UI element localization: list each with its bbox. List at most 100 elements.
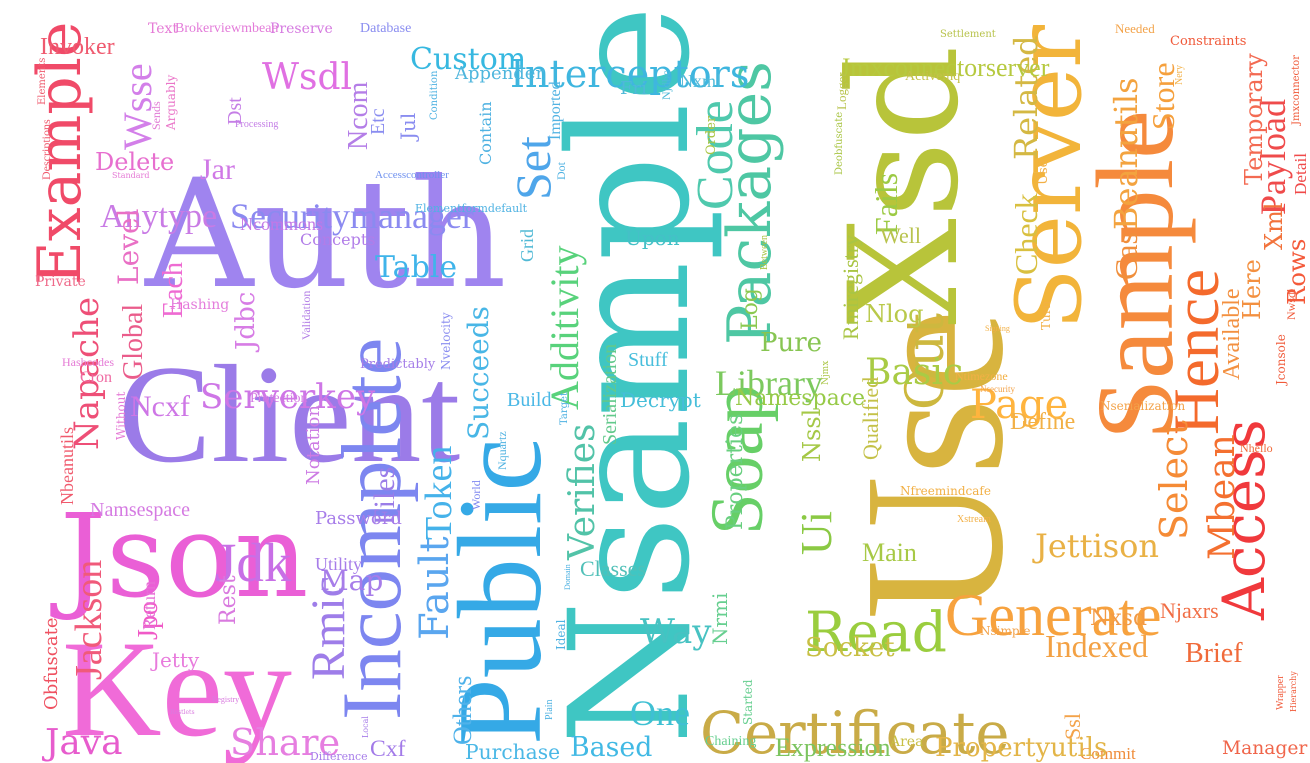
cloud-word: Nwsdl [1284, 288, 1298, 320]
cloud-word: Properties [723, 413, 748, 530]
cloud-word: Contain [476, 101, 495, 165]
cloud-word: Certificate [700, 700, 1010, 763]
cloud-word: Anytype [100, 198, 218, 235]
cloud-word: Others [448, 675, 477, 745]
cloud-word: Local [361, 716, 370, 738]
cloud-word: Token [418, 445, 460, 540]
cloud-word: Nrmi [708, 592, 732, 645]
cloud-word: Xml [1260, 202, 1288, 250]
cloud-word: Nbeanutils [57, 427, 77, 505]
cloud-word: Dot [554, 162, 568, 180]
cloud-word: Basic [865, 352, 964, 393]
cloud-word: Wsdl [262, 57, 353, 98]
cloud-word: Java [45, 722, 123, 763]
cloud-word: Ideal [554, 619, 568, 650]
cloud-word: Jettison [1035, 527, 1160, 565]
cloud-word: Accesscontroller [375, 169, 449, 181]
cloud-word: Global [118, 303, 149, 380]
cloud-word: Jmxconnector [1291, 55, 1302, 125]
cloud-word: Arguably [164, 74, 178, 130]
cloud-word: Jdbc [231, 291, 261, 350]
cloud-word: Preserve [270, 21, 333, 37]
cloud-word: Xstream [957, 514, 991, 525]
cloud-word: Ncxf [130, 390, 190, 423]
cloud-word: Main [862, 538, 917, 567]
cloud-word: Protection [250, 391, 308, 406]
cloud-word: Registry [212, 695, 240, 704]
cloud-word: Use [1036, 159, 1051, 185]
cloud-word: Purchase [465, 740, 561, 763]
cloud-word: Level [112, 208, 145, 285]
cloud-word: Elementformdefault [415, 202, 528, 215]
cloud-word: Condition [429, 70, 440, 120]
cloud-word: Difference [310, 750, 368, 763]
cloud-word: Return [139, 581, 159, 630]
cloud-word: Classes [580, 556, 646, 581]
cloud-word: Grid [517, 229, 537, 262]
cloud-word: Utility [315, 554, 363, 574]
cloud-word: Without [114, 391, 128, 440]
cloud-word: One [630, 693, 690, 733]
cloud-word: Jar [200, 153, 235, 186]
cloud-word: Share [230, 721, 341, 763]
cloud-word: Generate [945, 582, 1162, 648]
cloud-word: Njaxrs [1160, 598, 1219, 623]
cloud-word: Started [741, 679, 755, 725]
cloud-word: Invoker [40, 34, 115, 60]
cloud-word: Brokerviewmbean [175, 21, 279, 36]
cloud-word: Target [559, 392, 570, 425]
cloud-word: Settlement [940, 29, 996, 40]
cloud-word: Propertyutils [935, 733, 1108, 763]
cloud-word: Interceptors [510, 52, 750, 96]
cloud-word: Nvelocity [439, 312, 453, 370]
cloud-word: Needed [1115, 21, 1155, 36]
cloud-word: Check [1008, 193, 1044, 275]
cloud-word: Cron [80, 369, 112, 386]
cloud-word: Way [640, 612, 712, 652]
cloud-word: Imported [547, 81, 564, 140]
cloud-word: Sends [149, 101, 163, 130]
cloud-word: Jul [396, 112, 420, 140]
cloud-word: Library [715, 363, 823, 403]
cloud-word: Page [970, 382, 1069, 428]
cloud-word: Securitymanager [230, 196, 474, 236]
cloud-word: Qualified [858, 376, 883, 460]
cloud-word: Fault [412, 536, 458, 640]
cloud-word: Password [315, 508, 402, 529]
cloud-word: Socket [805, 633, 895, 663]
cloud-word: Constraints [1170, 34, 1247, 49]
cloud-word: Standard [112, 171, 150, 180]
cloud-word: Custom [410, 42, 527, 77]
cloud-word: Set [505, 136, 561, 200]
cloud-word: Chaining [705, 734, 757, 749]
cloud-word: Delete [95, 148, 175, 176]
cloud-word: Fri [620, 78, 647, 99]
cloud-word: Nssl [798, 408, 826, 462]
cloud-word: Brief [1185, 638, 1243, 669]
cloud-word: Appender [455, 63, 545, 84]
cloud-word: Obfuscate [41, 617, 62, 710]
cloud-word: Jconsole [1274, 334, 1288, 385]
cloud-word: Cxf [370, 736, 406, 762]
cloud-word: Read [805, 600, 947, 664]
cloud-word: Processing [235, 119, 279, 130]
cloud-word: Succeeds [462, 305, 495, 440]
cloud-word: Jdk [215, 532, 292, 593]
cloud-word: Nquartz [495, 431, 509, 470]
cloud-word: Jmxconnectorserver [840, 53, 1050, 82]
cloud-word: Select [1152, 420, 1196, 540]
cloud-word: Namespace [735, 386, 866, 411]
cloud-word: Auth [145, 148, 507, 322]
cloud-word: Nfreemindcafe [900, 484, 991, 498]
cloud-word: Nxsd [1090, 606, 1148, 631]
cloud-word: Based [570, 732, 653, 763]
cloud-word: Stuff [628, 349, 668, 371]
cloud-word: Text [148, 21, 179, 37]
cloud-word: Jetty [152, 648, 200, 672]
cloud-word: Wrapper [1275, 675, 1286, 710]
cloud-word: Between [759, 235, 770, 270]
cloud-word: Client [118, 337, 461, 492]
cloud-word: Well [880, 223, 921, 248]
cloud-word: Area [890, 734, 924, 750]
cloud-word: Beanutils [1107, 77, 1145, 231]
